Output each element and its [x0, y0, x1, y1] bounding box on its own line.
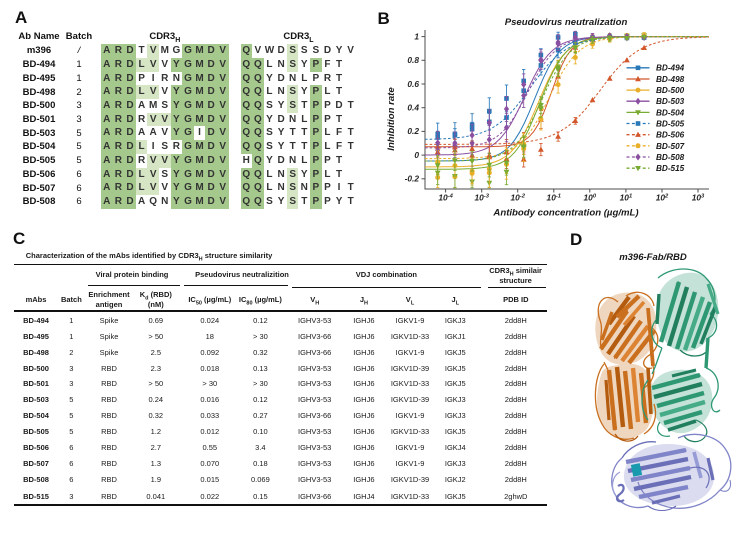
svg-text:Antibody concentration (µg/mL): Antibody concentration (µg/mL) — [492, 208, 638, 219]
svg-text:-0.2: -0.2 — [405, 174, 420, 184]
svg-text:0.8: 0.8 — [407, 55, 419, 65]
svg-text:0: 0 — [414, 150, 419, 160]
svg-text:BD-498: BD-498 — [656, 75, 685, 84]
svg-text:BD-503: BD-503 — [656, 97, 685, 106]
svg-text:BD-507: BD-507 — [656, 142, 685, 151]
svg-text:100: 100 — [584, 193, 597, 203]
svg-text:BD-508: BD-508 — [656, 153, 685, 162]
svg-text:102: 102 — [656, 193, 669, 203]
svg-text:10-2: 10-2 — [510, 193, 525, 203]
svg-text:Inhibition rate: Inhibition rate — [386, 87, 397, 151]
svg-text:1: 1 — [414, 31, 419, 41]
svg-text:BD-505: BD-505 — [656, 120, 685, 129]
svg-text:Pseudovirus neutralization: Pseudovirus neutralization — [505, 17, 628, 28]
svg-text:101: 101 — [620, 193, 633, 203]
svg-text:BD-504: BD-504 — [656, 108, 685, 117]
svg-text:0.4: 0.4 — [407, 103, 419, 113]
svg-text:103: 103 — [692, 193, 705, 203]
svg-text:10-1: 10-1 — [547, 193, 561, 203]
svg-text:BD-494: BD-494 — [656, 64, 685, 73]
svg-text:0.2: 0.2 — [407, 126, 419, 136]
svg-text:10-3: 10-3 — [474, 193, 489, 203]
svg-text:10-4: 10-4 — [438, 193, 453, 203]
svg-text:0.6: 0.6 — [407, 79, 419, 89]
svg-text:BD-500: BD-500 — [656, 86, 685, 95]
svg-text:BD-515: BD-515 — [656, 164, 685, 173]
svg-text:BD-506: BD-506 — [656, 131, 685, 140]
